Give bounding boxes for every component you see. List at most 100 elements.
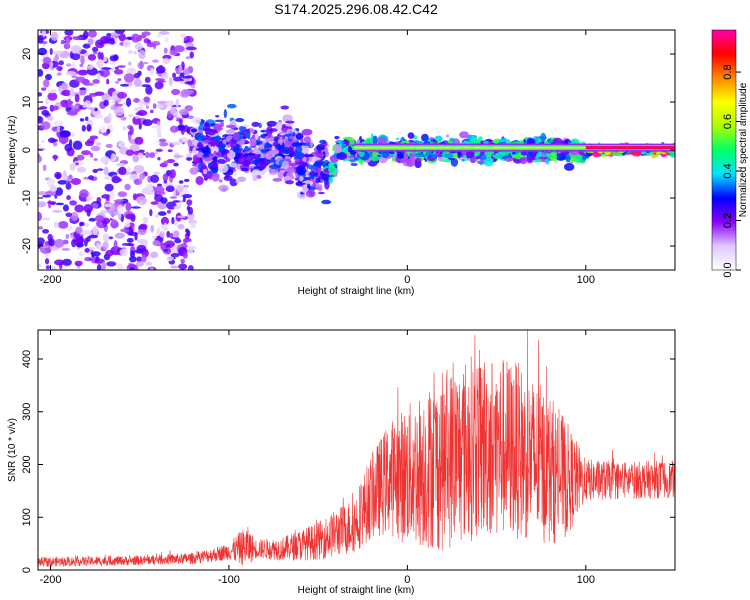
spectrogram-blob <box>91 202 99 209</box>
spectrogram-blob <box>50 265 57 270</box>
spectrogram-blob <box>212 155 218 163</box>
spectrogram-blob <box>655 151 662 155</box>
spectrogram-blob <box>171 216 175 225</box>
spectrogram-blob <box>111 98 116 106</box>
spectrogram-blob <box>86 124 92 132</box>
spectrogram-blob <box>173 45 185 53</box>
spectrogram-blob <box>126 167 132 173</box>
spectrogram-blob <box>268 164 280 170</box>
spectrogram-blob <box>75 162 79 166</box>
spectrogram-blob <box>414 152 424 158</box>
spectrogram-blob <box>142 119 153 127</box>
spectrogram-blob <box>149 267 154 270</box>
spectrogram-blob <box>64 143 73 152</box>
spectrogram-blob <box>345 140 350 145</box>
spectrogram-blob <box>197 141 204 149</box>
spectrogram-blob <box>195 176 204 186</box>
spectrogram-blob <box>396 151 403 158</box>
spectrogram-blob <box>100 156 110 164</box>
colorbar-tick-label: 0.8 <box>722 64 734 79</box>
spectrogram-blob <box>159 141 169 147</box>
spectrogram-blob <box>127 132 132 142</box>
spectrogram-blob <box>310 170 315 180</box>
spectrogram-blob <box>54 171 62 179</box>
spectrogram-blob <box>214 119 225 123</box>
spectrogram-blob <box>152 103 157 109</box>
spectrogram-blob <box>38 154 43 163</box>
spectrogram-blob <box>132 98 141 103</box>
spectrogram-blob <box>218 147 226 152</box>
spectrogram-blob <box>38 116 44 124</box>
spectrogram-blob <box>317 184 323 192</box>
spectrogram-blob <box>169 49 178 56</box>
spectrogram-blob <box>547 152 558 160</box>
spectrogram-blob <box>162 57 170 65</box>
spectrogram-blob <box>151 236 157 239</box>
spectrogram-blob <box>94 91 105 96</box>
spectrogram-blob <box>66 98 72 108</box>
spectrogram-blob <box>213 123 222 131</box>
snr-frame <box>37 329 676 571</box>
spectrogram-blob <box>555 152 567 161</box>
spectrogram-blob <box>87 30 97 38</box>
figure-title: S174.2025.296.08.42.C42 <box>274 1 438 17</box>
x-tick-label: 100 <box>577 574 595 586</box>
spectrogram-blob <box>110 153 117 162</box>
spectrogram-blob <box>167 149 173 153</box>
spectrogram-blob <box>124 183 131 191</box>
spectrogram-blob <box>134 115 140 119</box>
spectrogram-blob <box>116 91 128 99</box>
x-tick-label: -200 <box>39 574 61 586</box>
spectrogram-blob <box>63 170 67 177</box>
spectrogram-blob <box>157 80 166 83</box>
spectrogram-blob <box>309 141 313 148</box>
spectrogram-blob <box>246 153 256 156</box>
spectrogram-blob <box>462 150 467 155</box>
spectrogram-blob <box>391 156 396 162</box>
spectrogram-blob <box>185 46 197 51</box>
spectrogram-blob <box>288 146 294 154</box>
spectrogram-blob <box>160 72 169 80</box>
spectrogram-blob <box>232 132 240 141</box>
spectrogram-blob <box>53 221 59 229</box>
spectrogram-blob <box>54 259 65 266</box>
spectrogram-blob <box>138 49 146 60</box>
spectrogram-blob <box>50 138 59 143</box>
spectrogram-blob <box>177 124 186 131</box>
spectrogram-blob <box>96 168 104 171</box>
spectrogram-blob <box>57 180 67 185</box>
spectrogram-blob <box>52 141 58 147</box>
spectrogram-blob <box>149 209 153 217</box>
spectrogram-blob <box>267 132 272 139</box>
spectrogram-blob <box>526 157 533 163</box>
spectrogram-blob <box>189 167 199 175</box>
spectrogram-blob <box>334 144 343 154</box>
spectrogram-blob <box>169 169 176 179</box>
spectrogram-blob <box>196 152 205 158</box>
spectrogram-blob <box>38 36 44 44</box>
spectrogram-blob <box>186 205 191 211</box>
spectrogram-blob <box>252 175 258 182</box>
spectrogram-blob <box>117 204 124 214</box>
spectrogram-blob <box>38 201 47 208</box>
spectrogram-blob <box>414 157 422 164</box>
snr-y-ticks: 0 100 200 300 400 <box>21 350 675 573</box>
spectrogram-blob <box>179 119 183 126</box>
spectrogram-blob <box>232 147 243 153</box>
spectrogram-blob <box>137 228 147 236</box>
spectrogram-blob <box>81 150 92 156</box>
spectrogram-blob <box>87 37 94 46</box>
spectrogram-blob <box>202 153 210 158</box>
spectrogram-blob <box>190 84 196 89</box>
x-tick-label: -200 <box>39 274 61 286</box>
spectrogram-blob <box>133 165 145 173</box>
spectrogram-blob <box>129 255 137 263</box>
spectrogram-blob <box>78 251 85 256</box>
spectrogram-blob <box>38 263 42 269</box>
spectrogram-blob <box>240 167 249 172</box>
spectrogram-blob <box>171 141 182 146</box>
spectrogram-blob <box>101 67 112 70</box>
spectrogram-blob <box>178 64 183 74</box>
spectrogram-blob <box>115 163 126 167</box>
spectrogram-blob <box>170 253 180 258</box>
